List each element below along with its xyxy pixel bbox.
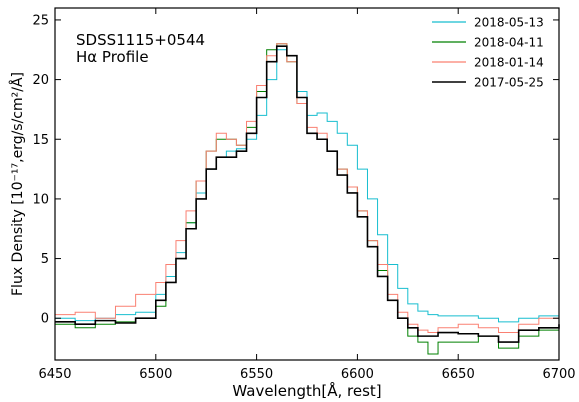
y-tick-label: 25 [32,13,49,28]
y-tick-label: 10 [32,192,49,207]
plot-frame [54,7,560,361]
legend-label: 2017-05-25 [474,76,544,90]
ticks-layer [54,8,560,360]
y-tick-label: 5 [41,252,49,267]
legend-item: 2018-01-14 [432,56,544,70]
x-tick-label: 6550 [240,367,273,382]
y-tick-label: 20 [32,73,49,88]
y-tick-label: 15 [32,133,49,148]
y-tick-label: 0 [41,312,49,327]
x-tick-label: 6700 [542,367,575,382]
legend-label: 2018-05-13 [474,16,544,30]
legend-item: 2018-04-11 [432,36,544,50]
annotation-line-1: SDSS1115+0544 [76,31,205,49]
series-line-2018-05-13 [55,49,560,323]
x-axis-label: Wavelength[Å, rest] [232,381,381,400]
x-tick-label: 6500 [139,367,172,382]
legend-label: 2018-01-14 [474,56,544,70]
legend: 2018-05-13 2018-04-11 2018-01-14 2017-05-25 [432,16,544,90]
legend-item: 2018-05-13 [432,16,544,30]
x-tick-label: 6450 [38,367,71,382]
x-tick-label: 6650 [442,367,475,382]
series-line-2018-04-11 [55,43,560,355]
series-line-2017-05-25 [55,45,560,343]
y-axis-label: Flux Density [10⁻¹⁷,erg/s/cm²/Å] [9,72,26,296]
x-tick-label: 6600 [341,367,374,382]
legend-label: 2018-04-11 [474,36,544,50]
series-layer [55,43,560,355]
annotation-line-2: Hα Profile [76,48,149,66]
tick-labels-layer: 6450 6500 6550 6600 6650 6700 0 5 10 15 20 25 [32,13,575,382]
legend-item: 2017-05-25 [432,76,544,90]
